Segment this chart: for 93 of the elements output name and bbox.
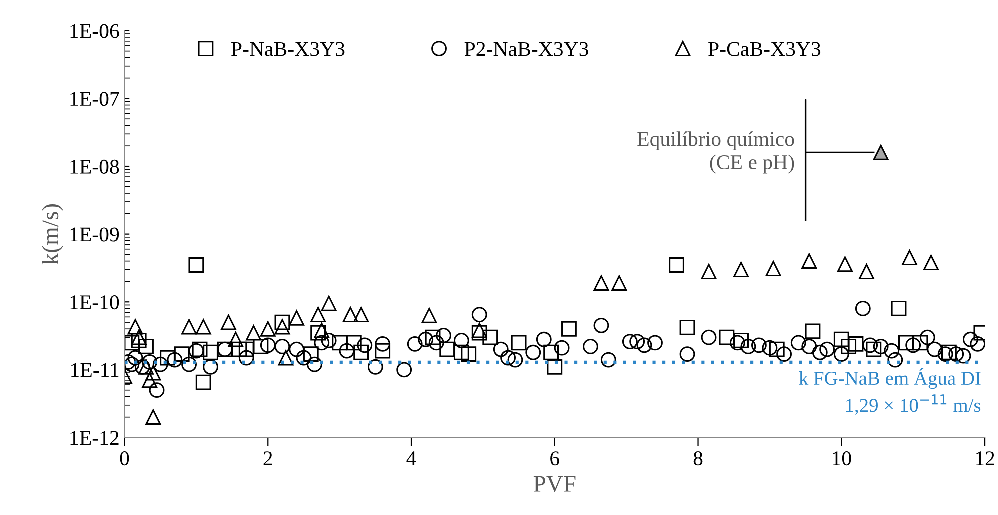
point [289,310,305,326]
y-tick-label: 1E-11 [72,363,119,378]
x-tick-label: 0 [120,452,130,466]
point [310,307,326,323]
point [680,320,696,336]
legend-label: P-NaB-X3Y3 [232,42,345,56]
point [941,344,957,360]
point [769,342,785,358]
point [734,332,749,348]
point [128,319,144,335]
point [891,300,907,316]
point [138,339,154,354]
point [838,256,853,272]
y-tick-label: 1E-09 [70,228,120,242]
point [766,261,782,277]
point [310,325,326,341]
point [461,346,477,362]
point [146,410,162,426]
point [440,342,456,358]
point [174,346,190,362]
point [898,335,914,351]
point [142,372,158,388]
point [131,330,147,346]
point [454,344,470,360]
point [669,258,684,273]
point [182,319,197,335]
point [719,330,735,346]
point [278,350,294,366]
point [196,319,212,335]
point [354,344,370,360]
point [547,359,563,375]
y-tick-label: 1E-07 [70,92,120,106]
point [834,332,850,348]
y-axis-title: k(m/s) [42,204,64,265]
point [342,307,358,323]
point [321,296,337,312]
point [859,264,874,280]
point [701,264,717,280]
point [802,254,818,270]
x-tick-label: 10 [833,452,852,466]
point [160,350,176,366]
point [912,335,928,351]
point [422,308,438,324]
legend-label: P-CaB-X3Y3 [708,42,821,56]
point [188,258,204,273]
point [228,332,244,348]
point [253,339,269,354]
y-tick-label: 1E-10 [70,296,120,310]
point [375,343,391,359]
point [902,250,918,266]
point [196,374,212,390]
point [274,314,290,330]
point [303,346,319,362]
point [594,276,610,291]
x-tick-label: 2 [264,452,272,466]
point [146,365,162,381]
y-tick-label: 1E-08 [70,160,120,174]
point [612,276,628,291]
point [873,144,889,160]
point [544,344,560,360]
point [274,319,290,335]
point [192,342,208,358]
point [260,321,276,337]
annotation: Equilíbrio químico (CE e pH) [638,132,794,174]
point [848,336,864,352]
y-tick-label: 1E-06 [70,24,120,38]
point [220,314,236,330]
point [346,335,362,351]
legend-label: P2-NaB-X3Y3 [464,42,588,56]
x-tick-label: 8 [694,452,703,466]
point [841,339,857,354]
point [805,324,821,340]
point [482,330,498,346]
point [246,325,262,341]
x-tick-label: 4 [406,452,416,466]
point [511,335,527,351]
y-tick-label: 1E-12 [70,431,119,445]
point [332,335,348,351]
point [354,307,370,323]
point [425,330,441,346]
point [866,342,882,358]
point [924,255,939,271]
point [232,342,248,358]
point [562,321,577,337]
ref-line-label: k FG-NaB em Água DI 1,29 × 10$^{−11}$ m/s [799,368,981,416]
point [314,322,330,338]
x-tick-label: 12 [976,452,994,466]
x-axis-title: PVF [534,476,576,492]
point [734,262,749,278]
point [131,332,147,348]
point [238,342,254,358]
point [203,344,218,360]
x-tick-label: 6 [550,452,560,466]
